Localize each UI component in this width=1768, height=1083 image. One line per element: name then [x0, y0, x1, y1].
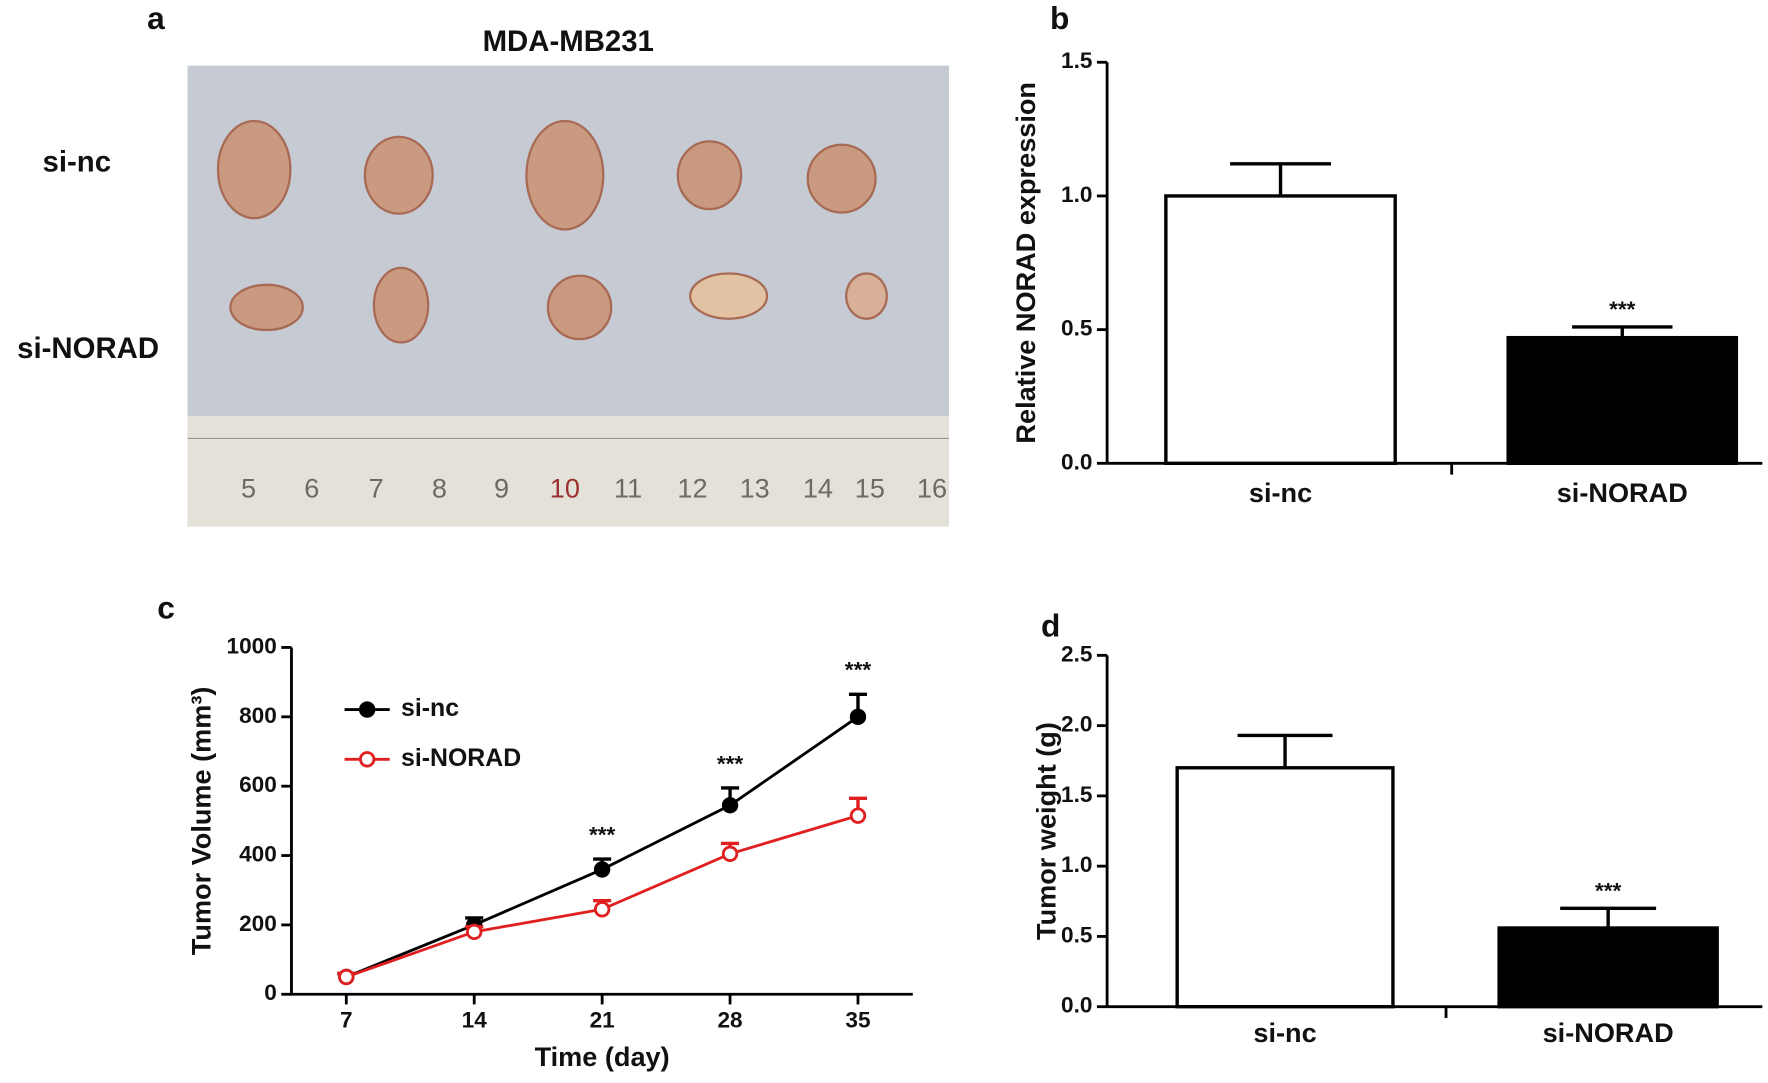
significance: ***: [845, 658, 872, 683]
ruler-label: 15: [855, 473, 885, 504]
tumor: [525, 119, 605, 231]
tumors: [216, 119, 888, 344]
tumor: [229, 283, 304, 332]
panel-letter: a: [147, 0, 165, 36]
tumor: [689, 272, 769, 320]
tumor: [216, 119, 292, 220]
ruler-label: 6: [304, 473, 319, 504]
significance: ***: [1609, 297, 1636, 322]
y-tick-label: 0.5: [1061, 922, 1092, 947]
y-tick-label: 1.0: [1061, 182, 1092, 207]
x-tick-label: si-NORAD: [1557, 477, 1688, 508]
ruler-label: 5: [241, 473, 256, 504]
y-axis-label: Tumor weight (g): [1031, 722, 1062, 940]
y-tick-label: 800: [239, 703, 277, 728]
significance: ***: [717, 751, 744, 776]
panel-letter: b: [1050, 0, 1069, 36]
ruler-labels: 5 6 7 8 9 10 11 12 13 14 15 16: [241, 473, 947, 504]
photo-title: MDA-MB231: [483, 25, 654, 58]
significance: ***: [1595, 878, 1622, 903]
y-tick-label: 0: [264, 980, 277, 1005]
ruler-label: 7: [369, 473, 384, 504]
legend-marker: [358, 701, 376, 718]
y-tick-label: 600: [239, 772, 277, 797]
ruler-label: 13: [740, 473, 770, 504]
y-tick-label: 2.0: [1061, 712, 1092, 737]
x-tick-label: si-NORAD: [1543, 1017, 1674, 1048]
marker: [593, 861, 611, 878]
photo: 5 6 7 8 9 10 11 12 13 14 15 16: [187, 65, 949, 527]
tumor: [676, 140, 743, 211]
x-tick-label: si-nc: [1249, 477, 1312, 508]
x-tick-label: si-nc: [1253, 1017, 1316, 1048]
legend-label: si-NORAD: [401, 745, 521, 772]
y-tick-label: 400: [239, 842, 277, 867]
y-tick-label: 1.5: [1061, 48, 1092, 73]
y-tick-label: 0.5: [1061, 316, 1092, 341]
ruler-label: 10: [550, 473, 580, 504]
marker: [721, 845, 739, 863]
ruler-label: 9: [494, 473, 509, 504]
ruler-label: 16: [917, 473, 947, 504]
bar: [1506, 335, 1739, 466]
panel-letter: c: [157, 590, 175, 626]
marker: [338, 968, 355, 986]
marker: [849, 807, 867, 824]
x-tick-label: 35: [845, 1007, 870, 1032]
y-tick-label: 1.0: [1061, 852, 1092, 877]
marker: [466, 923, 483, 941]
bar: [1175, 766, 1395, 1009]
row-label: si-nc: [43, 146, 112, 179]
tumor: [845, 272, 888, 320]
panel-letter: d: [1041, 608, 1060, 644]
ruler-label: 12: [677, 473, 707, 504]
significance: ***: [589, 822, 616, 847]
marker: [593, 901, 611, 918]
tumor: [806, 143, 877, 214]
tumor: [363, 135, 434, 215]
ruler-label: 8: [432, 473, 447, 504]
y-axis-label: Relative NORAD expression: [1010, 82, 1041, 444]
ruler-label: 11: [614, 473, 642, 504]
y-tick-label: 0.0: [1061, 449, 1092, 474]
marker: [849, 708, 867, 726]
x-tick-label: 28: [717, 1007, 742, 1032]
tumor: [372, 266, 430, 344]
y-tick-label: 1000: [227, 633, 277, 658]
legend-label: si-nc: [401, 695, 459, 722]
tumor: [546, 274, 613, 341]
y-tick-label: 1.5: [1061, 782, 1092, 807]
ruler: [187, 415, 949, 527]
row-label: si-NORAD: [17, 332, 159, 365]
bar: [1497, 926, 1719, 1009]
y-tick-label: 2.5: [1061, 641, 1092, 666]
y-tick-label: 0.0: [1061, 993, 1092, 1018]
x-tick-label: 14: [462, 1007, 488, 1032]
x-tick-label: 7: [340, 1007, 353, 1032]
x-tick-label: 21: [590, 1007, 615, 1032]
y-tick-label: 200: [239, 911, 277, 936]
marker: [721, 797, 739, 814]
x-axis-label: Time (day): [535, 1041, 670, 1072]
legend-marker: [358, 751, 376, 768]
ruler-label: 14: [803, 473, 833, 504]
y-axis-label: Tumor Volume (mm³): [186, 687, 217, 956]
bar: [1164, 194, 1397, 466]
